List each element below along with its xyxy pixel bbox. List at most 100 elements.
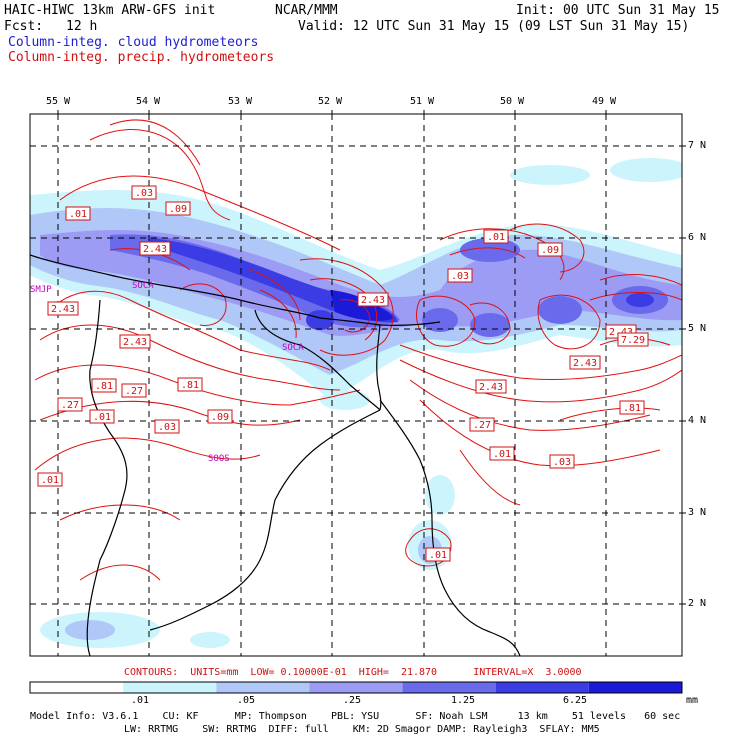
contour-label: .09: [211, 412, 229, 423]
contour-label-box: [57, 397, 83, 412]
contour-label: .03: [451, 271, 469, 282]
contour-label: .01: [493, 449, 511, 460]
contour-label: 2.43: [143, 244, 167, 255]
station-label: SOOS: [208, 454, 230, 464]
contour-label-box: [619, 400, 645, 415]
lon-label: 55 W: [46, 96, 71, 107]
station-label: SOCA: [282, 343, 304, 353]
contour-label-box: [89, 409, 115, 424]
contour-label-box: [119, 334, 151, 349]
contour-label-box: [605, 324, 637, 339]
precip-field-title: Column-integ. precip. hydrometeors: [8, 50, 275, 65]
contour-label: .03: [158, 422, 176, 433]
coastline: [30, 254, 521, 656]
contour-label-box: [207, 409, 233, 424]
precip-contours: [34, 119, 682, 581]
contour-label: .81: [95, 381, 113, 392]
colorbar-tick: .01: [131, 695, 150, 706]
lat-label: 6 N: [688, 232, 707, 243]
contour-label: .01: [69, 209, 87, 220]
valid-time: Valid: 12 UTC Sun 31 May 15 (09 LST Sun …: [298, 19, 690, 34]
colorbar-segment: [495, 682, 589, 693]
contour-label: .01: [429, 550, 447, 561]
contour-label-box: [483, 229, 509, 244]
contour-label-box: [425, 547, 451, 562]
contour-label-box: [154, 419, 180, 434]
map-frame: [29, 113, 683, 657]
lon-label: 52 W: [318, 96, 343, 107]
contour-label-box: [469, 417, 495, 432]
contour-label: .81: [181, 380, 199, 391]
contour-label-box: [617, 332, 649, 347]
contour-label-box: [37, 472, 63, 487]
contour-label-box: [65, 206, 91, 221]
org-label: NCAR/MMM: [275, 3, 338, 18]
contour-label-box: [121, 383, 147, 398]
contour-label-box: [357, 292, 389, 307]
contour-label-box: [569, 355, 601, 370]
model-title: HAIC-HIWC 13km ARW-GFS init: [4, 3, 216, 18]
contour-label: 2.43: [51, 304, 75, 315]
stations: SMJP SOCA SOCA SOOS: [30, 281, 304, 464]
colorbar-tick: .05: [237, 695, 256, 706]
colorbar-segment: [309, 682, 403, 693]
lat-label: 4 N: [688, 415, 707, 426]
colorbar-segment: [402, 682, 496, 693]
lat-label: 3 N: [688, 507, 707, 518]
lon-label: 51 W: [410, 96, 435, 107]
colorbar: [29, 681, 683, 694]
lat-lon-grid: [30, 114, 682, 656]
model-info-line2: LW: RRTMG SW: RRTMG DIFF: full KM: 2D Sm…: [124, 724, 600, 735]
model-info-line1: Model Info: V3.6.1 CU: KF MP: Thompson P…: [30, 711, 681, 722]
fcst-value: 12 h: [66, 19, 98, 34]
contour-label-box: [131, 185, 157, 200]
lat-ticks: [682, 145, 686, 605]
contour-label: .09: [169, 204, 187, 215]
contour-label: .01: [93, 412, 111, 423]
contour-label: 2.43: [609, 327, 633, 338]
contour-label: .01: [487, 232, 505, 243]
contour-label-box: [165, 201, 191, 216]
contour-labels: .03 .01 .09 .01 .09 2.43 2.43 .03 2.43 2.43 2.43 2.…: [37, 185, 649, 562]
colorbar-segment: [30, 682, 124, 693]
contour-label-box: [475, 379, 507, 394]
colorbar-tick: 6.25: [563, 695, 588, 706]
contour-label: .01: [41, 475, 59, 486]
contour-label: .03: [553, 457, 571, 468]
colorbar-tick: 1.25: [451, 695, 476, 706]
cloud-shading: [30, 158, 682, 648]
contour-label-box: [139, 241, 171, 256]
lon-label: 53 W: [228, 96, 253, 107]
contour-label-box: [91, 378, 117, 393]
contour-label-box: [447, 268, 473, 283]
contour-label: .27: [473, 420, 491, 431]
lon-label: 54 W: [136, 96, 161, 107]
cloud-field-title: Column-integ. cloud hydrometeors: [8, 35, 259, 50]
contour-label-box: [47, 301, 79, 316]
fcst-label: Fcst:: [4, 19, 44, 34]
lat-label: 7 N: [688, 140, 707, 151]
contour-label-box: [549, 454, 575, 469]
lon-ticks: [57, 110, 607, 114]
contour-label: 7.29: [621, 335, 645, 346]
contour-label-box: [489, 446, 515, 461]
station-label: SMJP: [30, 285, 52, 295]
lon-label: 49 W: [592, 96, 617, 107]
colorbar-segment: [588, 682, 682, 693]
lat-label: 5 N: [688, 323, 707, 334]
colorbar-frame: [29, 681, 683, 694]
station-label: SOCA: [132, 281, 154, 291]
lat-label: 2 N: [688, 598, 707, 609]
contour-label: 2.43: [123, 337, 147, 348]
contour-label-box: [177, 377, 203, 392]
contour-label: .09: [541, 245, 559, 256]
contour-label: .03: [135, 188, 153, 199]
contour-label: .27: [61, 400, 79, 411]
contour-label: 2.43: [361, 295, 385, 306]
contour-info: CONTOURS: UNITS=mm LOW= 0.10000E-01 HIGH…: [124, 667, 582, 678]
colorbar-segment: [123, 682, 217, 693]
contour-label: .27: [125, 386, 143, 397]
colorbar-tick: .25: [343, 695, 362, 706]
init-time: Init: 00 UTC Sun 31 May 15: [516, 3, 720, 18]
